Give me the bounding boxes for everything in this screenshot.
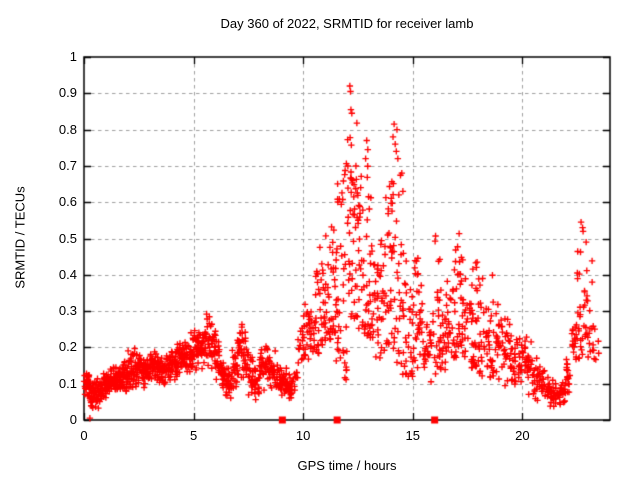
y-tick-label: 0 (69, 412, 77, 427)
y-tick-label: 0.9 (58, 85, 77, 101)
y-tick-label: 1 (69, 49, 77, 64)
x-tick-label: 10 (295, 428, 311, 443)
x-tick-label: 15 (405, 428, 420, 443)
chart-title: Day 360 of 2022, SRMTID for receiver lam… (220, 16, 474, 31)
x-tick-label: 5 (189, 428, 198, 443)
y-tick-label: 0.4 (58, 266, 77, 282)
y-tick-label: 0.5 (58, 230, 77, 246)
y-tick-label: 0.6 (58, 194, 77, 210)
x-tick-label: 0 (80, 428, 88, 443)
y-tick-label: 0.8 (58, 121, 77, 137)
y-tick-label: 0.2 (58, 339, 77, 355)
y-tick-label: 0.7 (58, 157, 77, 173)
y-tick-label: 0.3 (58, 303, 77, 319)
x-tick-label: 20 (515, 428, 530, 443)
x-axis-label: GPS time / hours (297, 458, 397, 473)
y-tick-label: 0.1 (58, 375, 77, 391)
